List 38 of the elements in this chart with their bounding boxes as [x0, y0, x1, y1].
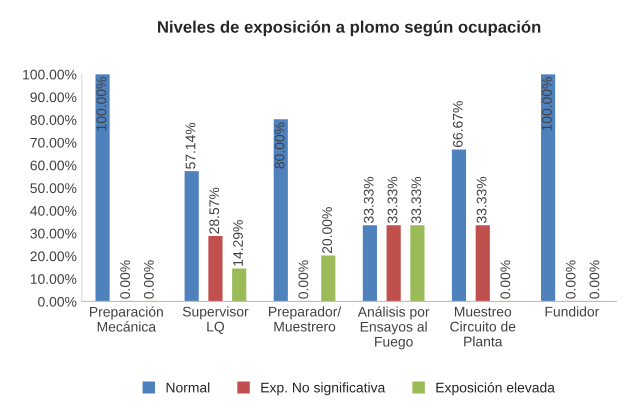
y-tick-label: 100.00%	[23, 70, 76, 80]
x-tick-label: Preparación Mecánica	[90, 306, 163, 332]
data-label: 0.00%	[120, 260, 130, 299]
data-label: 0.00%	[144, 260, 154, 299]
data-label: 100.00%	[542, 77, 552, 130]
data-label: 14.29%	[233, 220, 243, 266]
x-tick-label: Preparador/ Muestrero	[269, 306, 342, 332]
y-tick-label: 90.00%	[30, 92, 76, 102]
data-label: 28.57%	[209, 188, 220, 234]
legend-label: Exposición elevada	[436, 382, 555, 396]
y-tick-label: 80.00%	[30, 115, 76, 125]
data-label: 0.00%	[500, 260, 510, 299]
x-tick-label: Muestreo Circuito de Planta	[450, 306, 516, 346]
data-label: 80.00%	[274, 122, 285, 169]
legend-label: Exp. No significativa	[261, 382, 386, 396]
y-tick-label: 10.00%	[30, 274, 76, 284]
y-tick-label: 60.00%	[30, 160, 76, 170]
data-label: 66.67%	[452, 101, 463, 148]
y-tick-label: 0.00%	[38, 296, 76, 307]
data-label: 0.00%	[566, 260, 576, 299]
data-label: 0.00%	[298, 260, 308, 299]
data-label: 33.33%	[411, 176, 422, 223]
data-label: 57.14%	[186, 122, 196, 169]
chart-title: Niveles de exposición a plomo según ocupación	[158, 20, 540, 36]
y-tick-label: 40.00%	[30, 206, 76, 216]
legend-label: Normal	[166, 382, 210, 392]
data-label: 33.33%	[476, 176, 486, 223]
x-tick-label: Fundidor	[546, 306, 600, 317]
data-label: 0.00%	[590, 260, 600, 299]
data-label: 20.00%	[322, 207, 332, 254]
x-tick-label: Supervisor LQ	[182, 306, 248, 334]
y-tick-label: 50.00%	[30, 183, 76, 194]
y-tick-label: 30.00%	[30, 228, 76, 239]
data-label: 33.33%	[388, 176, 398, 223]
x-tick-label: Análisis por Ensayos al Fuego	[358, 306, 430, 350]
data-label: 33.33%	[364, 176, 374, 223]
y-tick-label: 70.00%	[30, 138, 76, 148]
y-tick-label: 20.00%	[30, 251, 76, 262]
